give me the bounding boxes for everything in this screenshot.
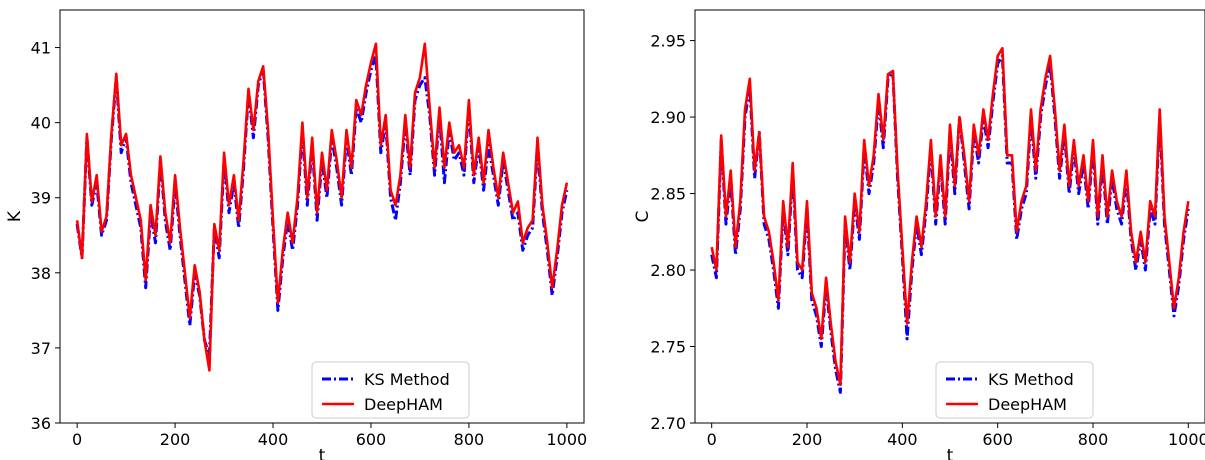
x-axis-label: t (947, 446, 954, 460)
x-tick-label: 400 (887, 430, 918, 449)
legend-label: DeepHAM (988, 395, 1067, 414)
chart-panel-c: 0 200 400 600 800 1000 2.70 2.75 2.80 2.85 2.90 2.9… (633, 9, 1205, 460)
plot-frame (694, 9, 1205, 424)
legend: KS Method DeepHAM (311, 361, 470, 419)
x-tick-label: 0 (72, 430, 82, 449)
y-axis-label: C (633, 211, 653, 223)
x-axis-label: t (319, 446, 326, 460)
legend-label: DeepHAM (364, 395, 443, 414)
plot-frame (59, 9, 585, 424)
x-tick-label: 200 (160, 430, 191, 449)
y-tick-label: 2.85 (650, 185, 686, 204)
series-line-deepham (75, 42, 569, 372)
x-tick-label: 1000 (1168, 430, 1205, 449)
x-tick-label: 600 (356, 430, 387, 449)
x-tick-label: 600 (982, 430, 1013, 449)
y-tick-label: 2.70 (650, 414, 686, 433)
x-tick-label: 200 (792, 430, 823, 449)
x-tick-label: 800 (454, 430, 485, 449)
y-axis-label: K (5, 210, 25, 222)
x-tick-label: 1000 (547, 430, 588, 449)
series-line-deepham (710, 46, 1190, 387)
y-tick-label: 38 (31, 264, 51, 283)
y-tick-label: 39 (31, 189, 51, 208)
x-tick-label: 400 (258, 430, 289, 449)
x-tick-label: 800 (1078, 430, 1109, 449)
legend-label: KS Method (364, 370, 450, 389)
chart-panel-k: 0 200 400 600 800 1000 36 37 38 39 40 41 t K KS Method… (5, 9, 588, 460)
y-tick-label: 37 (31, 339, 51, 358)
y-tick-label: 2.80 (650, 261, 686, 280)
y-tick-label: 2.90 (650, 108, 686, 127)
y-tick-label: 2.95 (650, 32, 686, 51)
y-tick-label: 2.75 (650, 338, 686, 357)
y-tick-label: 36 (31, 414, 51, 433)
y-tick-label: 40 (31, 114, 51, 133)
legend: KS Method DeepHAM (935, 361, 1094, 419)
x-tick-label: 0 (707, 430, 717, 449)
legend-label: KS Method (988, 370, 1074, 389)
y-tick-label: 41 (31, 39, 51, 58)
